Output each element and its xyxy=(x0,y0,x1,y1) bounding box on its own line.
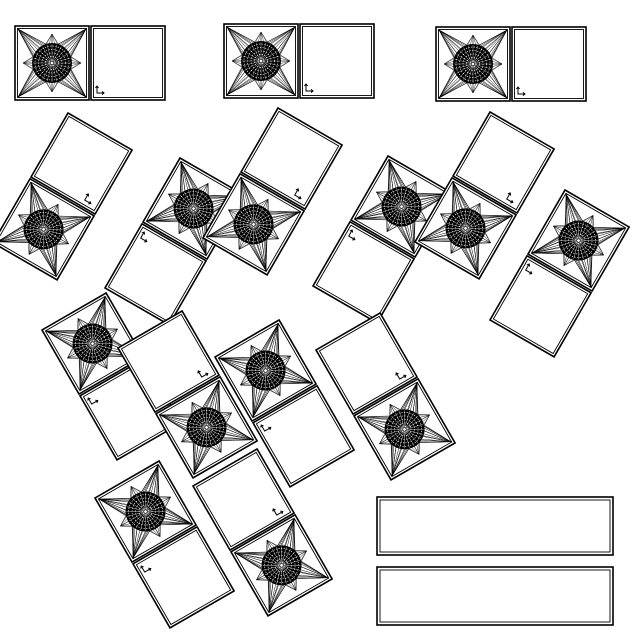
blank-card xyxy=(299,23,375,99)
star-burst-icon xyxy=(14,25,90,101)
tile-pair[interactable] xyxy=(14,25,166,101)
blank-card xyxy=(90,25,166,101)
answer-box[interactable] xyxy=(376,566,614,626)
tile-pair[interactable] xyxy=(435,26,587,102)
tile-pair[interactable] xyxy=(223,23,375,99)
answer-box[interactable] xyxy=(376,496,614,556)
blank-card xyxy=(511,26,587,102)
star-burst-icon xyxy=(223,23,299,99)
tile-pair[interactable] xyxy=(0,112,133,281)
star-burst-icon xyxy=(435,26,511,102)
